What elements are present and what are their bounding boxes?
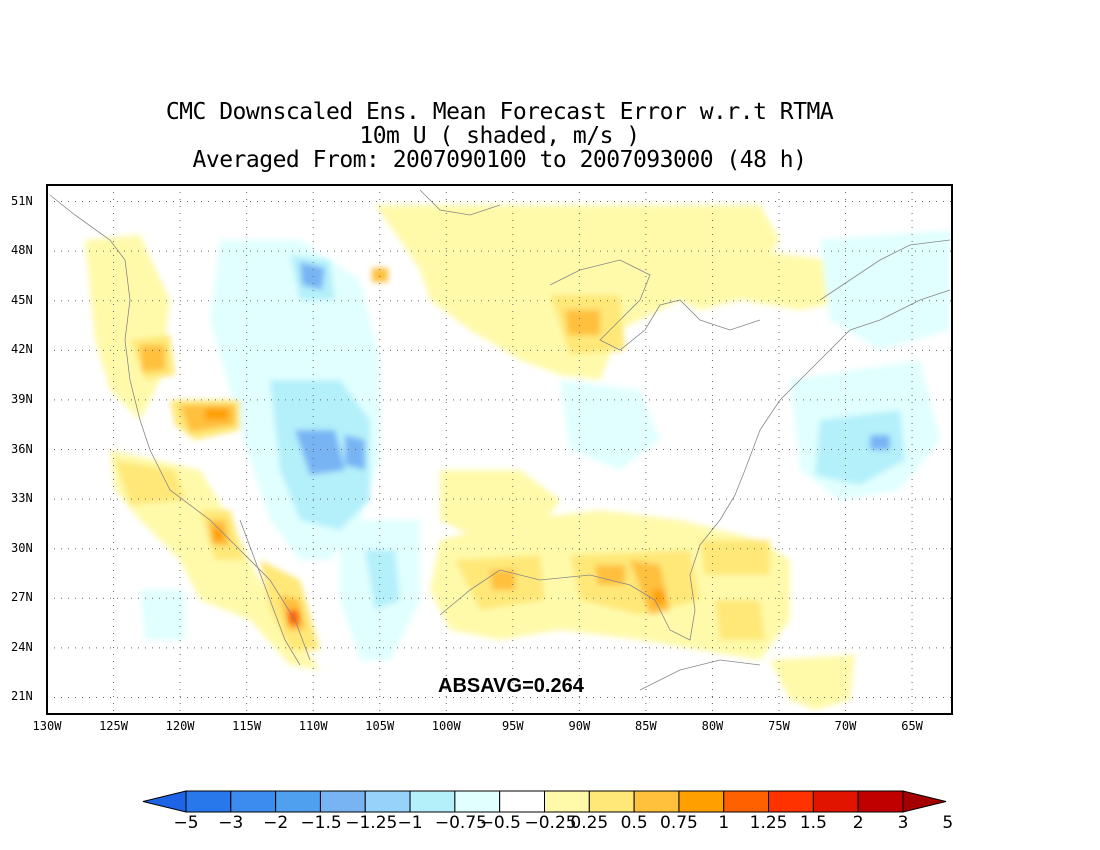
lon-tick-70W: 70W xyxy=(834,719,857,733)
colorbar-label-14: 1.5 xyxy=(799,813,827,833)
coastlines xyxy=(49,189,951,691)
shade-core-gulf-2 xyxy=(595,565,625,585)
lon-tick-105W: 105W xyxy=(365,719,395,733)
lon-tick-120W: 120W xyxy=(165,719,195,733)
lat-tick-24N: 24N xyxy=(11,639,33,654)
shade-pos-cuba xyxy=(715,600,765,640)
shade-neg-colorado-2 xyxy=(345,435,365,470)
shade-peak-nevada xyxy=(205,408,228,420)
title-line-1: CMC Downscaled Ens. Mean Forecast Error … xyxy=(165,99,834,125)
colorbar-swatch-9 xyxy=(544,790,590,813)
colorbar-label-10: 0.5 xyxy=(620,813,648,833)
shade-neg-atlantic-spot xyxy=(870,435,890,450)
shade-neg-atlantic-core xyxy=(815,410,905,485)
colorbar-label-6: −0.75 xyxy=(434,813,487,833)
lat-tick-27N: 27N xyxy=(11,590,33,605)
shade-core-gulf-1 xyxy=(490,570,515,590)
lat-tick-30N: 30N xyxy=(11,540,33,555)
map-frame xyxy=(46,184,953,715)
colorbar-label-5: −1 xyxy=(397,813,423,833)
shade-pos-great-lakes-east xyxy=(600,230,850,310)
lat-tick-33N: 33N xyxy=(11,491,33,506)
shade-pos-texas xyxy=(440,470,560,540)
colorbar-label-9: 0.25 xyxy=(570,813,609,833)
shade-pos-california xyxy=(115,460,185,505)
shade-neg-pacific-sw xyxy=(140,590,185,640)
colorbar-swatch-7 xyxy=(454,790,501,813)
colorbar-swatch-10 xyxy=(588,790,635,813)
colorbar-label-8: −0.25 xyxy=(524,813,577,833)
colorbar-label-4: −1.25 xyxy=(345,813,398,833)
shade-core-wisconsin xyxy=(565,310,600,335)
shade-pos-carolinas xyxy=(700,540,770,575)
lon-tick-125W: 125W xyxy=(99,719,128,733)
lon-tick-90W: 90W xyxy=(568,719,591,733)
shade-peak-florida xyxy=(652,590,665,605)
colorbar-swatch-15 xyxy=(812,790,859,813)
colorbar-label-13: 1.25 xyxy=(749,813,788,833)
colorbar-max-arrow xyxy=(902,790,947,813)
lon-tick-85W: 85W xyxy=(635,719,657,733)
title-line-2: 10m U ( shaded, m/s ) xyxy=(359,123,640,149)
lon-tick-115W: 115W xyxy=(232,719,262,733)
lat-tick-42N: 42N xyxy=(11,342,33,357)
lon-tick-100W: 100W xyxy=(431,719,461,733)
lon-tick-65W: 65W xyxy=(901,719,923,733)
lon-tick-130W: 130W xyxy=(32,719,62,733)
colorbar-label-12: 1 xyxy=(718,813,730,833)
shade-pos-west-coast xyxy=(85,235,170,420)
colorbar-swatch-16 xyxy=(857,790,904,813)
shade-core-oregon xyxy=(140,345,165,372)
lat-tick-36N: 36N xyxy=(11,441,33,456)
lon-tick-110W: 110W xyxy=(298,719,328,733)
lon-tick-80W: 80W xyxy=(701,719,724,733)
lon-tick-95W: 95W xyxy=(501,719,524,733)
colorbar-label-7: −0.5 xyxy=(479,813,521,833)
lat-tick-51N: 51N xyxy=(11,193,33,208)
colorbar-swatch-2 xyxy=(230,790,277,813)
shade-pos-southeast-tail xyxy=(770,655,855,710)
shade-neg-colorado xyxy=(295,430,345,475)
colorbar-label-2: −2 xyxy=(263,813,289,833)
colorbar-label-11: 0.75 xyxy=(660,813,698,833)
colorbar-swatch-8 xyxy=(499,790,545,813)
colorbar-label-0: −5 xyxy=(173,813,199,833)
shaded-field xyxy=(47,185,952,714)
colorbar-label-16: 3 xyxy=(897,813,909,833)
lat-tick-21N: 21N xyxy=(11,689,33,704)
colorbar-swatch-3 xyxy=(275,790,321,813)
colorbar-swatch-11 xyxy=(633,790,680,813)
lat-tick-39N: 39N xyxy=(11,391,33,406)
shade-core-michigan xyxy=(372,268,388,282)
colorbar-swatch-1 xyxy=(185,790,232,813)
colorbar-label-15: 2 xyxy=(852,813,864,833)
colorbar-label-1: −3 xyxy=(218,813,244,833)
colorbar-swatch-14 xyxy=(768,790,814,813)
lat-tick-45N: 45N xyxy=(11,292,33,307)
colorbar-swatch-4 xyxy=(319,790,366,813)
colorbar-swatch-6 xyxy=(409,790,456,813)
colorbar-min-arrow xyxy=(142,790,187,813)
lon-tick-75W: 75W xyxy=(768,719,790,733)
colorbar-label-3: −1.5 xyxy=(300,813,342,833)
absavg-label: ABSAVG=0.264 xyxy=(438,675,584,697)
lat-tick-48N: 48N xyxy=(11,243,33,258)
colorbar xyxy=(142,790,947,813)
shade-neg-montana-2 xyxy=(300,262,325,290)
colorbar-label-17: 5 xyxy=(942,813,954,833)
shade-neg-midwest xyxy=(560,380,660,470)
colorbar-swatch-12 xyxy=(678,790,725,813)
map-title: CMC Downscaled Ens. Mean Forecast Error … xyxy=(47,100,952,172)
shade-neg-new-england xyxy=(820,230,950,350)
shade-neg-nm xyxy=(365,550,400,610)
title-line-3: Averaged From: 2007090100 to 2007093000 … xyxy=(192,147,807,173)
colorbar-swatch-13 xyxy=(723,790,770,813)
shade-peak-baja xyxy=(212,528,224,542)
colorbar-swatch-5 xyxy=(364,790,411,813)
